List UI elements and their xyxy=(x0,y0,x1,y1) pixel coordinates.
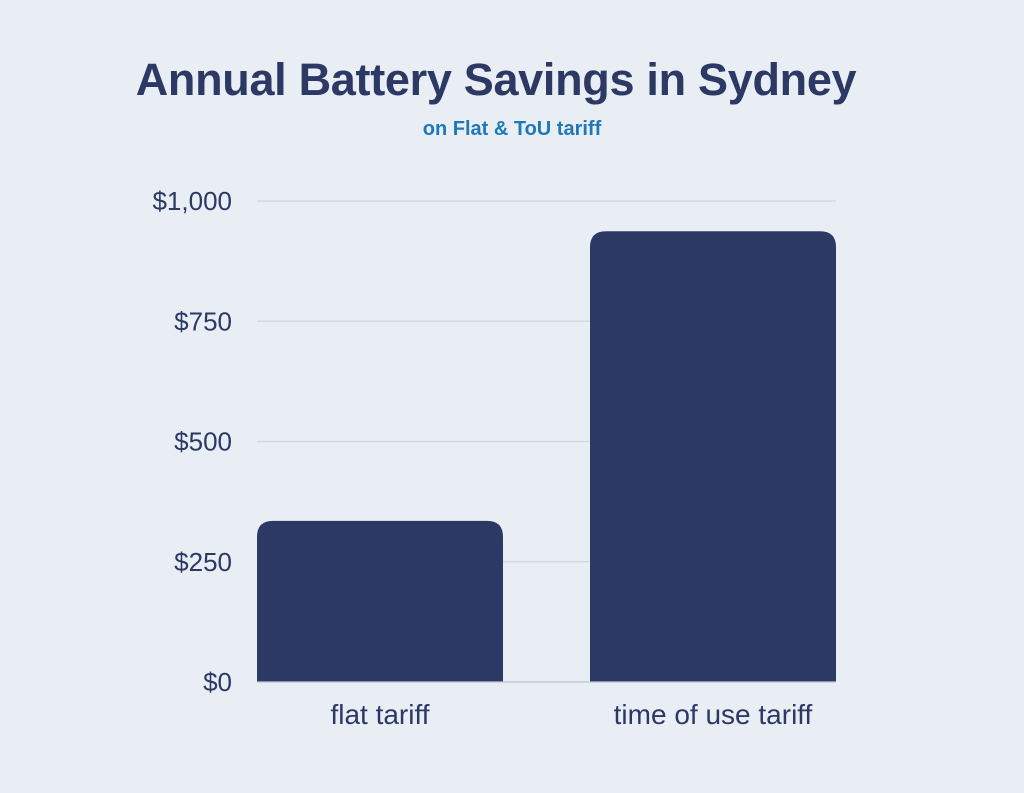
y-tick-label: $1,000 xyxy=(152,186,232,216)
axes: $0 $250 $500 $750 $1,000 flat tariff time of u… xyxy=(152,186,836,730)
y-tick-label: $500 xyxy=(174,427,232,457)
y-tick-label: $0 xyxy=(203,667,232,697)
bars xyxy=(257,231,836,683)
x-category-label: time of use tariff xyxy=(614,699,813,730)
y-tick-label: $750 xyxy=(174,306,232,336)
y-tick-label: $250 xyxy=(174,547,232,577)
x-category-label: flat tariff xyxy=(330,699,429,730)
chart-title: Annual Battery Savings in Sydney xyxy=(135,54,857,105)
bar-flat-tariff xyxy=(257,520,503,682)
bar-time-of-use-tariff xyxy=(590,231,836,683)
chart-subtitle: on Flat & ToU tariff xyxy=(422,118,602,140)
